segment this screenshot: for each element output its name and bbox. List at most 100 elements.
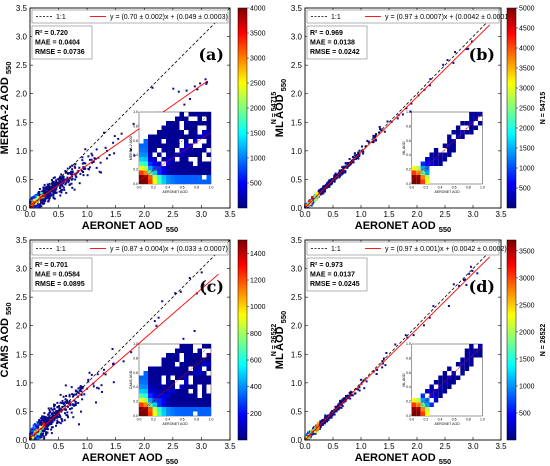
heatmap-cell	[188, 357, 193, 362]
heatmap-cell	[179, 112, 184, 117]
inset-y-tick: 0.6	[133, 371, 138, 375]
heatmap-cell	[429, 384, 434, 389]
data-point	[58, 179, 61, 182]
heatmap-cell	[166, 125, 171, 130]
data-point	[61, 402, 64, 405]
x-tick-label: 2.0	[411, 442, 423, 451]
panel-label: (c)	[199, 277, 224, 296]
heatmap-cell	[425, 179, 430, 184]
data-point	[52, 194, 55, 197]
heatmap-cell	[179, 362, 184, 367]
data-point	[58, 405, 61, 407]
data-point	[338, 402, 341, 405]
legend-identity-label: 1:1	[331, 246, 341, 253]
heatmap-cell	[206, 175, 211, 180]
data-point	[315, 430, 319, 433]
data-point	[81, 162, 84, 165]
data-point	[409, 110, 412, 113]
data-point	[88, 371, 91, 374]
data-point	[344, 400, 347, 403]
data-point	[63, 402, 66, 404]
data-point	[74, 166, 77, 169]
data-point	[59, 194, 62, 197]
data-point	[53, 408, 56, 410]
data-point	[34, 437, 37, 440]
inset-y-tick: 0.8	[406, 124, 411, 128]
heatmap-cell	[416, 175, 421, 180]
heatmap-cell	[143, 407, 148, 412]
heatmap-cell	[460, 362, 465, 367]
heatmap-cell	[411, 407, 417, 412]
data-point	[357, 388, 360, 391]
inset-y-tick: 0.0	[406, 182, 411, 186]
x-axis-label-subscript: 550	[439, 225, 452, 234]
heatmap-cell	[179, 152, 184, 157]
data-point	[53, 191, 56, 194]
legend: 1:1 y = (0.87 ± 0.004)x + (0.033 ± 0.0007…	[31, 241, 229, 256]
y-axis-label: MERRA-2 AOD 550	[0, 62, 13, 155]
heatmap-cell	[175, 116, 180, 121]
heatmap-cell	[469, 362, 474, 367]
x-axis-label: AERONET AOD 550	[355, 220, 451, 234]
data-point	[95, 401, 97, 404]
data-point	[70, 407, 73, 410]
data-point	[103, 131, 105, 134]
data-point	[29, 200, 32, 203]
heatmap-cell	[197, 175, 202, 180]
data-point	[92, 161, 95, 163]
data-point	[78, 423, 80, 426]
heatmap-cell	[433, 148, 439, 153]
data-point	[100, 384, 103, 387]
colorbar-tick-label: 3500	[519, 66, 535, 73]
x-tick-label: 1.0	[355, 210, 367, 219]
heatmap-cell	[143, 411, 148, 416]
data-point	[385, 352, 388, 354]
heatmap-cell	[193, 152, 198, 157]
heatmap-cell	[188, 170, 193, 175]
inset-x-tick: 0.4	[165, 418, 170, 422]
colorbar-tick-label: 600	[250, 358, 262, 365]
x-tick-label: 3.0	[467, 442, 479, 451]
data-point	[57, 406, 60, 409]
data-point	[43, 430, 45, 433]
y-axis-label-subscript: 550	[279, 79, 288, 92]
heatmap-cell	[184, 344, 189, 349]
inset-y-tick: 0.4	[133, 385, 138, 389]
data-point	[371, 141, 374, 143]
data-point	[43, 427, 46, 429]
data-point	[374, 138, 377, 141]
heatmap-cell	[193, 366, 198, 371]
data-point	[92, 382, 95, 385]
data-point	[48, 409, 51, 412]
data-point	[55, 188, 58, 191]
heatmap-cell	[193, 371, 198, 376]
heatmap-cell	[197, 375, 202, 380]
data-point	[61, 180, 64, 183]
heatmap-cell	[139, 166, 144, 171]
data-point	[467, 47, 470, 50]
data-point	[54, 184, 57, 187]
data-point	[42, 432, 44, 435]
data-point	[325, 182, 328, 185]
data-point	[367, 140, 370, 143]
data-point	[324, 414, 327, 417]
x-tick-label: 1.5	[110, 210, 122, 219]
inset-x-tick: 1.0	[209, 186, 214, 190]
heatmap-cell	[148, 375, 153, 380]
colorbar-bar	[237, 7, 248, 209]
heatmap-cell	[447, 134, 452, 139]
heatmap-cell	[197, 402, 202, 407]
data-point	[310, 429, 314, 432]
heatmap-cell	[170, 371, 175, 376]
heatmap-cell	[170, 121, 175, 126]
data-point	[84, 162, 87, 165]
data-point	[52, 411, 55, 414]
legend-frame	[306, 9, 500, 24]
inset-y-tick: 1.0	[406, 342, 411, 346]
data-point	[39, 429, 42, 433]
fit-line	[304, 256, 491, 441]
heatmap-cell	[170, 366, 175, 371]
data-point	[188, 277, 191, 279]
data-point	[51, 421, 54, 424]
data-point	[330, 416, 333, 419]
